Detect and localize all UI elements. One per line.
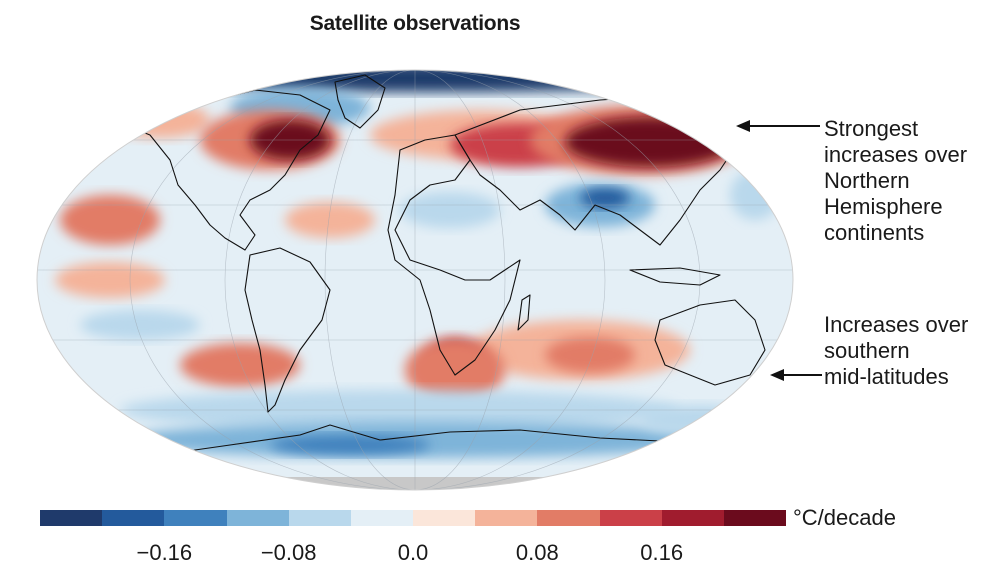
temperature-trend-patch	[130, 70, 730, 92]
color-scale-bar	[40, 510, 787, 526]
annotation-line: mid-latitudes	[824, 364, 949, 389]
temperature-trend-patch	[285, 202, 375, 238]
scale-swatch	[661, 510, 724, 526]
temperature-trend-patch	[580, 188, 630, 208]
indonesia-coast	[629, 267, 721, 286]
temperature-trend-patch	[270, 435, 430, 455]
annotation-strongest-increases: Strongest increases over Northern Hemisp…	[824, 116, 967, 246]
scale-tick-label: 0.0	[397, 540, 429, 565]
scale-unit-label: °C/decade	[793, 505, 896, 530]
annotation-line: increases over	[824, 142, 968, 167]
scale-swatch	[599, 510, 662, 526]
temperature-trend-patch	[60, 195, 160, 245]
south-pole-band	[37, 477, 793, 490]
scale-swatch	[350, 510, 414, 526]
north-pole-band	[30, 60, 810, 70]
scale-tick-label: −0.08	[260, 540, 317, 565]
scale-swatch	[475, 510, 538, 526]
europe-africa-coast	[387, 134, 521, 376]
annotation-line: Northern	[824, 168, 910, 193]
scale-swatch	[226, 510, 289, 526]
scale-swatch	[723, 510, 787, 526]
graticule	[37, 70, 793, 490]
greenland-coast	[334, 74, 386, 129]
temperature-trend-patch	[55, 262, 165, 298]
map-outline	[36, 69, 794, 491]
temperature-trend-patch	[565, 117, 735, 167]
map-title: Satellite observations	[309, 12, 521, 35]
temperature-trend-patch	[405, 338, 505, 402]
temperature-trend-patch	[400, 192, 500, 228]
scale-swatch	[537, 510, 600, 526]
temperature-trend-patch	[110, 102, 210, 138]
temperature-trend-patch	[80, 310, 200, 340]
scale-swatch	[164, 510, 227, 526]
australia-coast	[654, 299, 766, 386]
annotation-southern-increases: Increases over southern mid-latitudes	[824, 312, 968, 390]
world-temperature-trend-map	[30, 60, 810, 491]
scale-swatch	[40, 510, 103, 526]
temperature-trend-patch	[120, 422, 720, 458]
temperature-trend-patch	[180, 343, 300, 387]
south-america-coast	[244, 247, 331, 413]
annotation-line: Increases over	[824, 312, 969, 337]
temperature-trend-patch	[640, 405, 760, 435]
scale-swatch	[413, 510, 476, 526]
temperature-trend-patch	[545, 337, 635, 373]
annotation-line: Strongest	[824, 116, 919, 141]
arrow-icon	[736, 120, 820, 132]
annotation-line: southern	[824, 338, 910, 363]
annotation-line: Hemisphere	[824, 194, 943, 219]
scale-tick-label: 0.08	[515, 540, 559, 565]
scale-tick-label: 0.16	[640, 540, 684, 565]
scale-swatch	[102, 510, 165, 526]
annotation-line: continents	[824, 220, 925, 245]
north-america-coast	[119, 89, 331, 251]
arrow-icon	[770, 369, 822, 381]
scale-swatch	[288, 510, 351, 526]
scale-tick-label: −0.16	[136, 540, 193, 565]
madagascar-coast	[517, 294, 531, 331]
